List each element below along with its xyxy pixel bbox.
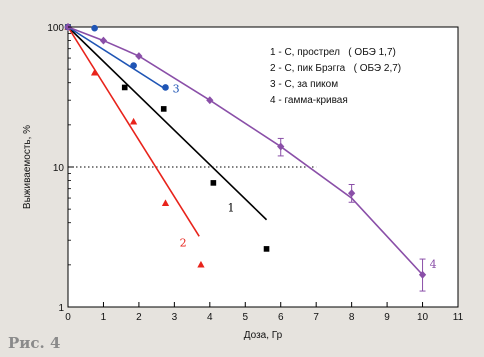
data-point-2 <box>129 117 138 125</box>
legend-entry: 1 - C, прострел ( ОБЭ 1,7) <box>270 47 396 58</box>
data-point-1 <box>121 84 128 91</box>
fit-line-3 <box>67 26 166 90</box>
x-tick-label: 1 <box>101 312 107 323</box>
x-tick-label: 6 <box>278 312 284 323</box>
legend: 1 - C, прострел ( ОБЭ 1,7) 2 - C, пик Брэ… <box>270 47 401 106</box>
figure-caption: Рис. 4 <box>8 334 61 352</box>
x-tick-label: 10 <box>417 312 429 323</box>
x-tick-label: 8 <box>349 312 355 323</box>
fit-line-1 <box>67 26 268 221</box>
x-tick-label: 3 <box>172 312 178 323</box>
legend-entry: 3 - C, за пиком <box>270 79 338 90</box>
y-axis-label: Выживаемость, % <box>22 125 33 209</box>
y-tick-label: 100 <box>47 23 64 34</box>
data-point-4 <box>418 270 427 279</box>
data-point-3 <box>91 24 98 32</box>
x-tick-label: 0 <box>65 312 71 323</box>
x-tick-label: 4 <box>207 312 213 323</box>
x-tick-label: 9 <box>384 312 390 323</box>
series-layer: 1 2 3 4 <box>64 23 437 292</box>
x-tick-label: 5 <box>242 312 248 323</box>
data-point-4 <box>135 52 143 61</box>
data-point-2 <box>197 260 205 268</box>
data-point-3 <box>130 62 137 69</box>
series-2: 2 <box>64 23 205 268</box>
curve-label-1: 1 <box>228 202 235 215</box>
data-point-1 <box>263 246 270 252</box>
x-tick-label: 2 <box>136 312 142 323</box>
x-tick-label: 11 <box>453 312 464 323</box>
data-point-4 <box>99 36 108 45</box>
data-point-4 <box>348 189 356 198</box>
data-point-3 <box>162 84 169 91</box>
curve-label-3: 3 <box>173 83 180 96</box>
legend-entry: 2 - C, пик Брэгга ( ОБЭ 2,7) <box>270 63 401 74</box>
data-point-4 <box>206 96 214 105</box>
data-point-2 <box>161 199 170 206</box>
fit-line-2 <box>67 26 200 237</box>
y-tick-label: 1 <box>58 303 64 314</box>
data-point-4 <box>277 142 285 151</box>
y-tick-label: 10 <box>53 163 65 174</box>
x-tick-label: 7 <box>313 312 319 323</box>
series-4: 4 <box>64 23 437 292</box>
x-axis-label: Доза, Гр <box>244 330 283 341</box>
curve-label-4: 4 <box>430 258 437 271</box>
data-point-1 <box>160 106 167 112</box>
legend-entry: 4 - гамма-кривая <box>270 95 348 106</box>
data-point-1 <box>210 180 217 186</box>
curve-label-2: 2 <box>180 237 187 250</box>
data-point-2 <box>90 68 99 76</box>
